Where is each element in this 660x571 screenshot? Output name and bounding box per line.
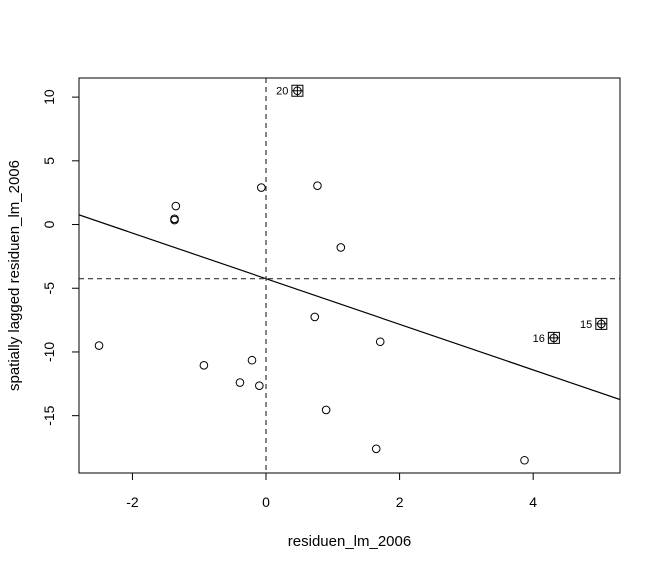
data-point [235, 378, 245, 387]
influence-marker [595, 317, 608, 330]
influence-marker [547, 331, 560, 344]
y-tick-label: -5 [41, 282, 57, 295]
x-axis-title: residuen_lm_2006 [288, 533, 411, 550]
x-axis: -2 0 2 4 [126, 473, 537, 510]
data-point [313, 181, 322, 190]
influential-point: 15 [580, 317, 608, 331]
y-tick-label: -15 [41, 405, 57, 425]
data-point [171, 201, 181, 211]
y-tick-label: 5 [41, 157, 57, 165]
influential-point: 20 [276, 84, 304, 98]
data-point [255, 381, 264, 391]
y-tick-label: 0 [41, 220, 57, 228]
data-point [257, 183, 266, 192]
data-point [247, 355, 257, 365]
data-point [371, 444, 381, 454]
influence-marker [291, 84, 304, 97]
point-label: 15 [580, 319, 592, 331]
plot-frame [78, 77, 621, 474]
data-point [321, 405, 331, 415]
influential-point: 16 [533, 331, 560, 345]
data-point [310, 312, 320, 322]
x-tick-label: 0 [262, 494, 270, 510]
x-tick-label: 4 [529, 494, 537, 510]
data-point [94, 341, 104, 350]
x-tick-label: -2 [126, 494, 139, 510]
regression-line [79, 214, 620, 401]
y-axis-title: spatially lagged residuen_lm_2006 [6, 160, 23, 391]
data-point [199, 361, 209, 370]
y-tick-label: -10 [41, 342, 57, 362]
x-tick-label: 2 [396, 494, 404, 510]
plot-marks: 20 16 15 [79, 78, 620, 473]
y-axis: -15 -10 -5 0 5 10 [41, 89, 79, 426]
data-point [375, 337, 385, 347]
y-tick-label: 10 [41, 89, 57, 105]
point-label: 16 [533, 333, 545, 345]
data-point [520, 455, 529, 465]
data-point [170, 215, 179, 225]
point-label: 20 [276, 86, 288, 98]
data-point [336, 243, 346, 252]
